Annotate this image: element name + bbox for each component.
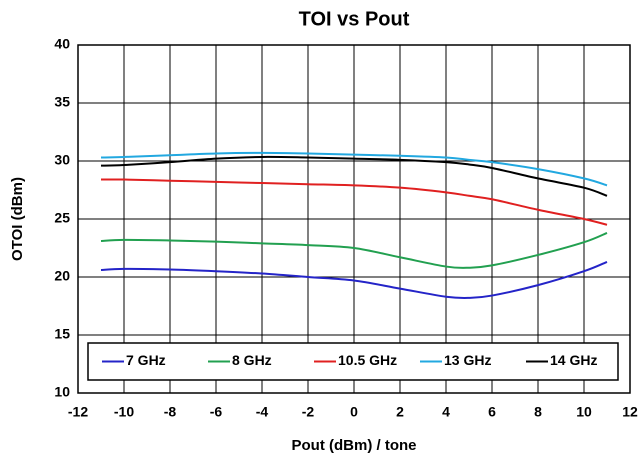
y-axis-label: OTOI (dBm) — [9, 177, 26, 261]
legend-label: 10.5 GHz — [338, 352, 397, 368]
x-tick-label: -12 — [68, 404, 88, 420]
x-tick-label: 12 — [622, 404, 638, 420]
x-tick-label: -4 — [256, 404, 269, 420]
y-tick-label: 40 — [54, 36, 70, 52]
x-tick-label: 2 — [396, 404, 404, 420]
x-axis-label: Pout (dBm) / tone — [292, 437, 417, 454]
x-tick-label: 6 — [488, 404, 496, 420]
legend-label: 13 GHz — [444, 352, 491, 368]
y-tick-label: 25 — [54, 210, 70, 226]
series-line — [100, 178, 608, 226]
x-tick-label: 8 — [534, 404, 542, 420]
series-line — [100, 260, 608, 300]
plot-frame — [77, 44, 631, 394]
y-tick-label: 20 — [54, 268, 70, 284]
legend-label: 7 GHz — [126, 352, 166, 368]
legend-label: 14 GHz — [550, 352, 597, 368]
chart-title: TOI vs Pout — [299, 8, 410, 30]
y-tick-label: 15 — [54, 326, 70, 342]
x-tick-label: 10 — [576, 404, 592, 420]
legend-label: 8 GHz — [232, 352, 272, 368]
x-tick-label: 4 — [442, 404, 450, 420]
series-line — [100, 155, 608, 197]
x-tick-label: -8 — [164, 404, 177, 420]
series-line — [100, 231, 608, 269]
x-tick-label: 0 — [350, 404, 358, 420]
y-tick-label: 30 — [54, 152, 70, 168]
y-tick-label: 35 — [54, 94, 70, 110]
series-line — [100, 151, 608, 187]
x-tick-label: -2 — [302, 404, 315, 420]
x-tick-label: -6 — [210, 404, 223, 420]
x-tick-label: -10 — [114, 404, 134, 420]
y-tick-label: 10 — [54, 384, 70, 400]
